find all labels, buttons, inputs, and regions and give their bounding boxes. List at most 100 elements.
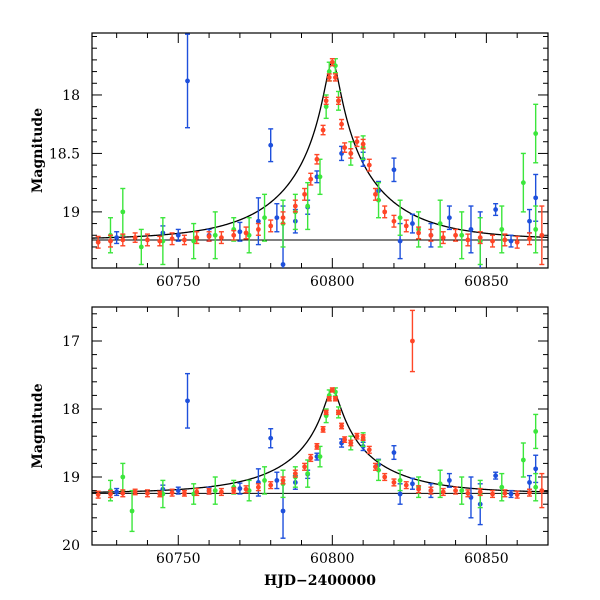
plot-frame xyxy=(91,306,549,546)
data-point xyxy=(138,244,144,250)
data-point xyxy=(416,230,421,236)
plot-area xyxy=(92,33,548,268)
data-point xyxy=(243,230,249,236)
data-point xyxy=(514,239,520,245)
y-tick-label: 18 xyxy=(62,88,80,104)
data-point xyxy=(397,238,403,244)
data-point xyxy=(459,232,465,238)
data-point xyxy=(477,489,483,495)
data-point xyxy=(493,207,499,212)
data-point xyxy=(499,227,505,232)
data-point xyxy=(447,215,452,221)
data-point xyxy=(191,238,197,244)
data-point xyxy=(514,492,520,498)
data-point xyxy=(520,180,526,186)
data-point xyxy=(169,490,175,496)
data-point xyxy=(397,491,403,497)
data-point xyxy=(268,482,274,488)
data-point xyxy=(493,473,499,479)
data-point xyxy=(465,490,471,496)
data-point xyxy=(539,488,545,493)
data-point xyxy=(410,221,415,226)
series-group xyxy=(114,372,539,539)
data-point xyxy=(326,396,332,402)
data-point xyxy=(533,131,539,136)
data-point xyxy=(255,227,261,232)
y-tick-label: 17 xyxy=(62,334,80,350)
x-tick-label: 60850 xyxy=(464,551,509,567)
data-point xyxy=(527,480,532,485)
data-point xyxy=(302,191,307,197)
data-point xyxy=(280,262,286,267)
data-point xyxy=(323,104,329,110)
data-point xyxy=(329,59,335,65)
data-point xyxy=(108,238,113,244)
data-point xyxy=(132,489,138,495)
data-point xyxy=(373,464,378,470)
data-point xyxy=(95,239,101,245)
data-point xyxy=(333,63,338,69)
data-point xyxy=(120,237,126,243)
data-point xyxy=(403,482,409,488)
data-point xyxy=(274,478,280,483)
data-point xyxy=(382,474,388,480)
data-point xyxy=(465,237,471,243)
data-point xyxy=(237,486,243,491)
data-point xyxy=(268,435,274,441)
y-axis-label: Magnitude xyxy=(30,108,46,193)
x-tick-label: 60750 xyxy=(156,551,201,567)
data-point xyxy=(206,488,212,494)
data-point xyxy=(397,478,403,483)
data-point xyxy=(391,167,397,173)
x-tick-label: 60850 xyxy=(464,274,509,290)
data-point xyxy=(403,223,409,229)
data-point xyxy=(520,457,526,463)
model-curve xyxy=(92,389,548,493)
data-point xyxy=(326,69,332,74)
data-point xyxy=(447,478,452,483)
data-point xyxy=(308,455,314,461)
data-point xyxy=(145,237,150,243)
data-point xyxy=(527,236,532,242)
y-axis-label: Magnitude xyxy=(30,383,46,468)
data-point xyxy=(453,488,458,493)
data-point xyxy=(376,467,381,473)
x-tick-label: 60750 xyxy=(156,274,201,290)
data-point xyxy=(490,238,495,244)
x-axis-label: HJD−2400000 xyxy=(264,573,376,589)
data-point xyxy=(268,223,274,229)
data-point xyxy=(314,156,320,162)
data-point xyxy=(129,508,135,514)
data-point xyxy=(268,142,274,148)
data-point xyxy=(373,191,378,197)
data-point xyxy=(120,490,126,496)
data-point xyxy=(326,75,332,80)
data-point xyxy=(348,440,354,446)
data-point xyxy=(440,235,446,241)
x-tick-label: 60800 xyxy=(310,274,355,290)
y-tick-label: 18.5 xyxy=(49,146,80,162)
top-panel: 60750 60800 60850 18 18.5 19 Magnitude xyxy=(30,32,549,290)
data-point xyxy=(231,488,237,493)
data-point xyxy=(169,236,175,242)
data-point xyxy=(308,176,314,182)
data-point xyxy=(120,474,126,480)
data-point xyxy=(323,98,329,104)
data-point xyxy=(391,450,397,455)
data-point xyxy=(317,454,323,459)
data-point xyxy=(533,195,539,201)
data-point xyxy=(305,471,311,476)
data-point xyxy=(323,410,329,415)
data-point xyxy=(428,488,434,493)
data-point xyxy=(397,215,403,221)
data-point xyxy=(502,490,508,496)
data-point xyxy=(182,490,187,496)
data-point xyxy=(533,466,539,472)
data-point xyxy=(120,209,126,215)
x-tick-label: 60800 xyxy=(310,551,355,567)
data-point xyxy=(255,484,261,490)
data-point xyxy=(508,491,514,497)
data-point xyxy=(533,484,539,490)
data-point xyxy=(360,435,366,440)
data-point xyxy=(533,227,539,232)
